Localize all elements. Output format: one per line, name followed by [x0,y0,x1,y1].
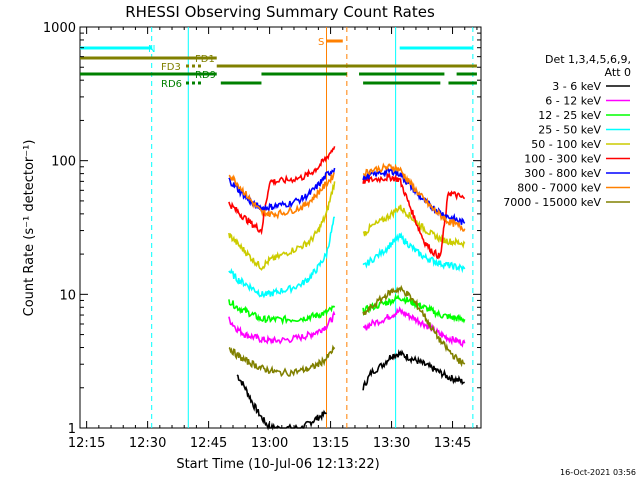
y-tick-label-1: 10 [59,288,76,303]
y-axis-label: Count Rate (s⁻¹ detector⁻¹) [22,140,37,317]
flag-label-rd9: RD9 [195,70,216,81]
series-line-7-0 [228,172,335,220]
series-line-0-0 [236,374,327,431]
flag-label-s: S [318,37,324,48]
series-line-7-1 [362,162,466,232]
x-tick-label-1: 12:30 [129,436,166,451]
flag-label-fd1: FD1 [195,54,215,65]
series-line-5-0 [228,146,336,236]
flag-label-fd3: FD3 [161,62,181,73]
x-tick-label-2: 12:45 [190,436,227,451]
chart-title: RHESSI Observing Summary Count Rates [125,3,435,21]
x-tick-label-0: 12:15 [68,436,105,451]
vertical-markers [151,27,474,428]
legend-label-1: 6 - 12 keV [545,95,601,108]
legend-label-5: 100 - 300 keV [524,153,601,166]
x-tick-label-3: 13:00 [251,436,288,451]
series-line-3-0 [228,216,336,299]
series-line-1-0 [228,310,336,345]
x-axis-label: Start Time (10-Jul-06 12:13:22) [176,457,379,472]
legend-label-0: 3 - 6 keV [552,80,601,93]
x-tick-label-5: 13:30 [373,436,410,451]
timestamp: 16-Oct-2021 03:56 [560,468,636,477]
series-line-6-0 [228,167,336,212]
series-line-5-1 [362,171,466,260]
series-lines [228,146,466,431]
flag-bars: N S FD1 FD3 RD9 RD6 [80,37,477,90]
y-tick-label-2: 100 [51,155,76,170]
series-line-8-1 [362,284,466,368]
series-line-3-1 [362,231,466,274]
legend-header-attenuator: Att 0 [605,66,631,79]
series-line-0-1 [362,349,465,391]
legend-label-4: 50 - 100 keV [531,138,601,151]
series-line-2-0 [228,299,336,326]
series-line-4-0 [228,181,336,271]
legend-label-2: 12 - 25 keV [538,109,601,122]
x-tick-label-4: 13:15 [312,436,349,451]
flag-label-n: N [148,44,155,55]
x-tick-label-6: 13:45 [434,436,471,451]
legend-label-7: 800 - 7000 keV [517,182,601,195]
legend-label-3: 25 - 50 keV [538,124,601,137]
flag-label-rd6: RD6 [161,79,182,90]
series-line-4-1 [362,204,466,249]
y-tick-label-3: 1000 [43,21,76,36]
axes: 12:15 12:30 12:45 13:00 13:15 13:30 13:45 1 10 10… [43,21,481,451]
y-tick-label-0: 1 [68,422,76,437]
series-line-1-1 [362,305,466,348]
legend-label-8: 7000 - 15000 keV [503,196,601,209]
series-line-8-0 [228,344,336,378]
legend-label-6: 300 - 800 keV [524,167,601,180]
legend-header-detectors: Det 1,3,4,5,6,9, [545,53,631,66]
